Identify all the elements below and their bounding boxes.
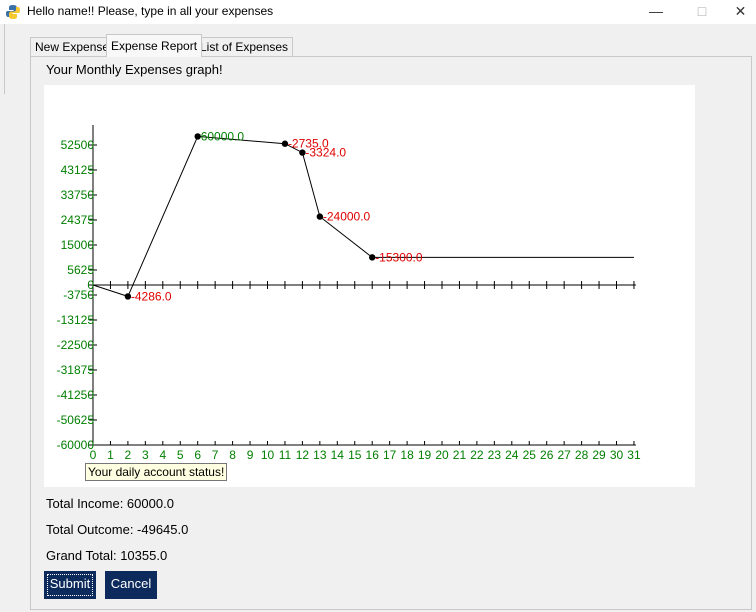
data-point-marker <box>316 213 324 220</box>
y-tick-label: -13125 <box>57 313 95 327</box>
x-tick-label: 8 <box>229 448 236 462</box>
data-point-marker <box>124 293 132 300</box>
data-point-marker <box>369 254 376 261</box>
x-tick-label: 30 <box>610 448 624 462</box>
x-tick-label: 24 <box>505 448 519 462</box>
x-tick-label: 7 <box>212 448 219 462</box>
data-point-label: -4286.0 <box>131 289 172 303</box>
window-edge <box>0 24 5 94</box>
x-tick-label: 11 <box>279 448 292 462</box>
x-tick-label: 19 <box>418 448 432 462</box>
x-tick-label: 6 <box>194 448 201 462</box>
x-tick-label: 10 <box>261 448 275 462</box>
y-tick-label: 43125 <box>61 163 95 177</box>
tab-new-expense[interactable]: New Expense <box>30 37 115 56</box>
maximize-button[interactable]: □ <box>679 0 725 24</box>
x-tick-label: 9 <box>247 448 254 462</box>
x-tick-label: 29 <box>592 448 606 462</box>
x-tick-label: 18 <box>400 448 414 462</box>
x-tick-label: 4 <box>159 448 166 462</box>
data-point-label: -3324.0 <box>305 146 346 160</box>
x-tick-label: 20 <box>435 448 449 462</box>
x-tick-label: 2 <box>125 448 132 462</box>
submit-button[interactable]: Submit <box>44 571 96 599</box>
x-tick-label: 25 <box>523 448 537 462</box>
title-bar: Hello name!! Please, type in all your ex… <box>0 0 756 24</box>
data-point-label: 60000.0 <box>201 129 245 143</box>
x-tick-label: 12 <box>296 448 310 462</box>
data-point-label: -2735.0 <box>288 137 329 151</box>
close-icon: ✕ <box>734 3 747 19</box>
tab-expense-report[interactable]: Expense Report <box>106 34 203 57</box>
grand-total: Grand Total: 10355.0 <box>46 548 168 563</box>
x-tick-label: 5 <box>177 448 184 462</box>
x-tick-label: 23 <box>488 448 502 462</box>
data-point-marker <box>194 133 201 140</box>
y-tick-label: 5625 <box>67 263 94 277</box>
y-tick-label: 15000 <box>61 238 95 252</box>
x-tick-label: 26 <box>540 448 554 462</box>
y-tick-label: -31875 <box>57 363 95 377</box>
y-tick-label: 0 <box>87 278 94 292</box>
y-tick-label: -41250 <box>57 388 95 402</box>
total-income: Total Income: 60000.0 <box>46 496 174 511</box>
x-tick-label: 3 <box>142 448 149 462</box>
x-tick-label: 22 <box>470 448 484 462</box>
cancel-button[interactable]: Cancel <box>105 571 157 599</box>
x-tick-label: 27 <box>557 448 571 462</box>
daily-status-tooltip: Your daily account status! <box>85 463 228 481</box>
expenses-chart: 0 1 2 3 4 5 6 7 8 9 10 11 12 13 14 15 16 17 18 19 20 21 22 23 24… <box>44 85 695 487</box>
x-tick-label: 17 <box>383 448 397 462</box>
maximize-icon: □ <box>697 3 707 19</box>
x-tick-label: 28 <box>575 448 589 462</box>
window-title: Hello name!! Please, type in all your ex… <box>27 4 274 18</box>
tab-list-of-expenses[interactable]: List of Expenses <box>195 37 294 56</box>
expenses-chart-svg: 0 1 2 3 4 5 6 7 8 9 10 11 12 13 14 15 16 17 18 19 20 21 22 23 24… <box>57 125 641 462</box>
y-tick-label: -22500 <box>57 338 95 352</box>
data-point-label: -24000.0 <box>323 210 371 224</box>
x-tick-label: 16 <box>366 448 380 462</box>
balance-series-line <box>92 135 634 298</box>
close-button[interactable]: ✕ <box>725 0 756 24</box>
x-tick-label: 14 <box>331 448 345 462</box>
y-tick-label: 24375 <box>61 213 95 227</box>
y-tick-label: -50625 <box>57 413 95 427</box>
y-tick-label: -60000 <box>57 438 95 452</box>
data-point-marker <box>281 140 289 147</box>
y-tick-label: 52500 <box>61 138 95 152</box>
data-point-marker <box>299 149 306 156</box>
x-tick-label: 21 <box>453 448 467 462</box>
x-tick-label: 0 <box>90 448 97 462</box>
graph-title: Your Monthly Expenses graph! <box>46 62 223 77</box>
x-tick-label: 15 <box>348 448 362 462</box>
y-tick-label: 33750 <box>61 188 95 202</box>
total-outcome: Total Outcome: -49645.0 <box>46 522 189 537</box>
data-point-label: -15300.0 <box>375 250 423 264</box>
y-tick-label: -3750 <box>63 288 94 302</box>
minimize-icon: — <box>649 3 663 19</box>
x-tick-label: 31 <box>627 448 641 462</box>
python-app-icon <box>6 5 20 19</box>
x-tick-label: 13 <box>313 448 327 462</box>
minimize-button[interactable]: — <box>633 0 679 24</box>
x-tick-label: 1 <box>107 448 114 462</box>
